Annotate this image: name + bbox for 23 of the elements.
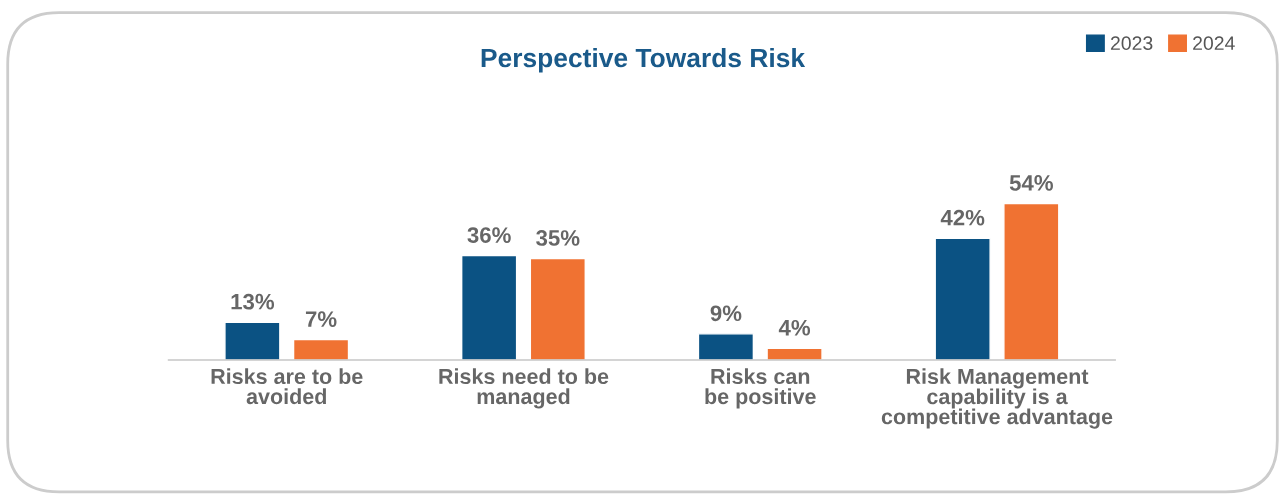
bar — [697, 333, 755, 360]
bar — [529, 257, 586, 360]
legend-label: 2023 — [1110, 36, 1153, 51]
chart-title: Perspective Towards Risk — [481, 47, 806, 73]
data-label: 42% — [940, 209, 985, 226]
bar — [292, 338, 350, 360]
x-tick-label: Risks need to be managed — [439, 368, 609, 409]
bar — [766, 347, 823, 360]
x-tick-label: Risk Management capability is a competitive advantage — [881, 368, 1113, 429]
data-label: 4% — [778, 319, 811, 336]
x-tick-label: Risks can be positive — [705, 368, 816, 409]
bar — [934, 237, 991, 360]
data-label: 7% — [305, 311, 337, 327]
data-label: 9% — [710, 305, 742, 322]
data-label: 35% — [536, 230, 580, 246]
data-label: 36% — [467, 227, 511, 243]
data-label: 54% — [1009, 175, 1053, 191]
bar — [1003, 202, 1060, 360]
x-tick-label: Risks are to be avoided — [211, 368, 363, 405]
bar — [460, 254, 518, 360]
bar — [224, 321, 281, 360]
legend-label: 2024 — [1193, 36, 1235, 51]
data-label: 13% — [231, 293, 275, 310]
